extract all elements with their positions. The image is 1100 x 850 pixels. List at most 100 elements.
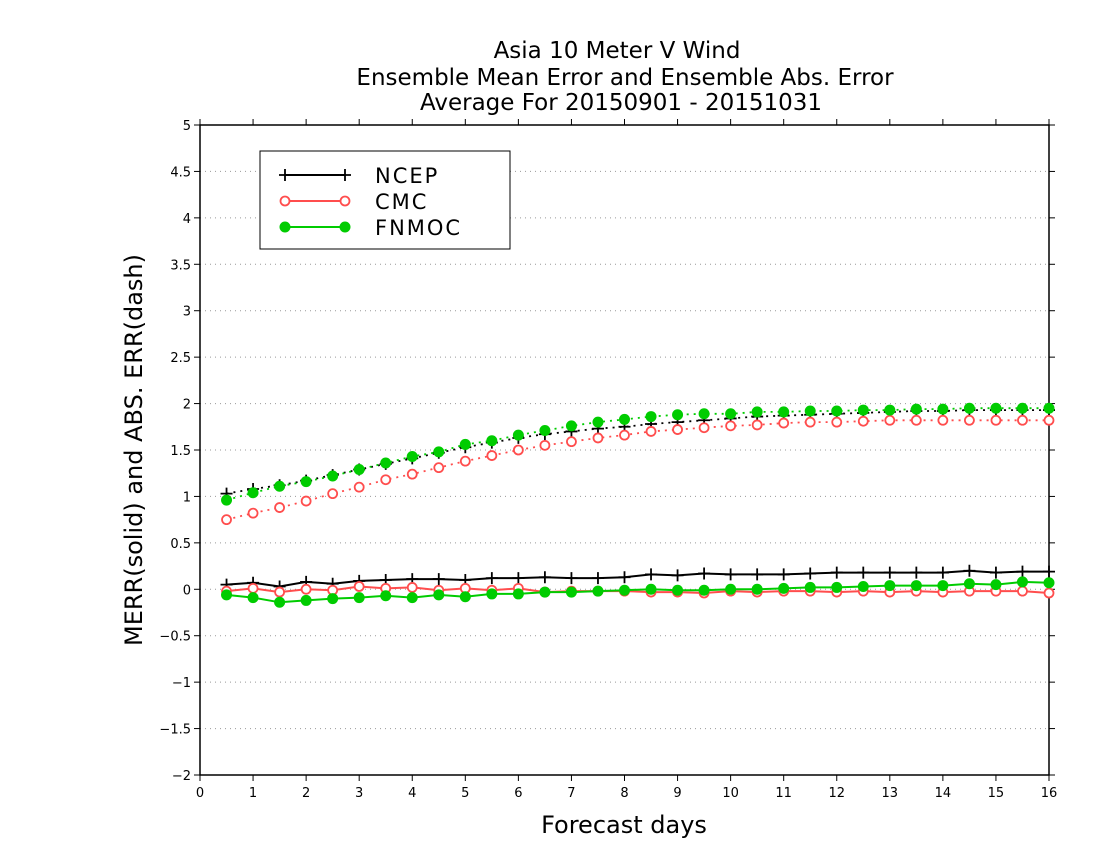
ncep-merr-point [432, 573, 445, 586]
x-tick-label: 6 [514, 786, 522, 801]
fnmoc-abs-err-point [327, 470, 339, 482]
y-tick-label: 3 [183, 305, 191, 320]
fnmoc-merr-point [725, 583, 737, 595]
cmc-abs-err-point [1043, 414, 1055, 426]
cmc-abs-err-point [645, 426, 657, 437]
cmc-abs-err-point [247, 507, 259, 519]
cmc-abs-err-point [964, 414, 975, 426]
cmc-abs-err-point [910, 414, 922, 426]
fnmoc-abs-err-point [910, 403, 922, 415]
legend-label-cmc: CMC [375, 190, 428, 214]
y-tick-label: 0 [183, 583, 191, 598]
fnmoc-merr-point [512, 588, 524, 600]
fnmoc-abs-err-point [698, 408, 710, 420]
ncep-merr-point [538, 571, 551, 584]
fnmoc-merr-point [459, 591, 471, 603]
x-tick-label: 12 [828, 786, 845, 801]
ncep-merr-point [485, 572, 498, 585]
fnmoc-merr-point [274, 596, 286, 608]
ncep-merr-point [1016, 565, 1029, 578]
y-tick-label: 0.5 [170, 537, 191, 552]
cmc-abs-err-point [221, 514, 232, 526]
ncep-merr-point [512, 572, 525, 585]
cmc-abs-err-point [751, 419, 763, 431]
fnmoc-merr-point [380, 590, 392, 602]
fnmoc-abs-err-point [539, 425, 551, 436]
fnmoc-abs-err-point [380, 457, 392, 469]
fnmoc-abs-err-point [884, 404, 896, 416]
fnmoc-abs-err-point [486, 435, 498, 447]
fnmoc-merr-point [592, 585, 604, 597]
series-cmc [221, 414, 1055, 599]
y-tick-label: 2.5 [170, 351, 191, 366]
series-layer [220, 402, 1055, 608]
fnmoc-merr-point [247, 592, 259, 604]
cmc-abs-err-point [725, 420, 737, 432]
fnmoc-abs-err-point [645, 411, 657, 423]
cmc-abs-err-point [566, 436, 577, 448]
fnmoc-merr-point [937, 580, 949, 592]
cmc-merr-point [406, 582, 418, 593]
series-fnmoc [221, 402, 1055, 608]
fnmoc-abs-err-point [857, 404, 869, 416]
fnmoc-abs-err-point [433, 446, 445, 458]
ncep-merr-point [777, 568, 790, 581]
fnmoc-merr-point [672, 584, 684, 596]
x-tick-label: 0 [196, 786, 204, 801]
fnmoc-abs-err-point [831, 405, 843, 417]
fnmoc-merr-point [857, 581, 869, 592]
fnmoc-abs-err-point [672, 409, 684, 421]
fnmoc-abs-err-point [1043, 402, 1055, 414]
ncep-merr-point [751, 568, 764, 581]
fnmoc-merr-point [831, 581, 843, 593]
fnmoc-merr-point [406, 592, 418, 604]
cmc-abs-err-point [884, 414, 896, 426]
fnmoc-merr-point [751, 583, 763, 595]
fnmoc-merr-point [778, 582, 790, 594]
fnmoc-merr-point [353, 592, 365, 604]
fnmoc-abs-err-point [937, 403, 949, 415]
legend-marker-cmc [279, 195, 291, 207]
fnmoc-merr-point [884, 580, 896, 592]
ncep-merr-point [857, 566, 870, 579]
fnmoc-merr-point [433, 589, 445, 601]
plot-frame [199, 124, 1050, 776]
ncep-merr-point [936, 566, 949, 579]
cmc-abs-err-line [226, 419, 1049, 521]
fnmoc-abs-err-point [247, 487, 259, 499]
cmc-abs-err-point [619, 429, 630, 441]
x-tick-label: 9 [673, 786, 681, 801]
fnmoc-merr-point [910, 580, 922, 592]
ncep-merr-point [963, 564, 976, 577]
x-tick-label: 7 [567, 786, 575, 801]
chart-title-line-3: Average For 20150901 - 20151031 [420, 90, 822, 116]
x-tick-label: 2 [302, 786, 310, 801]
fnmoc-abs-err-point [592, 416, 604, 428]
cmc-merr-point [1017, 585, 1028, 597]
fnmoc-merr-point [221, 589, 233, 601]
ncep-merr-point [724, 568, 737, 581]
cmc-merr-point [1043, 587, 1055, 599]
x-axis-ticks: 0 1 2 3 4 5 6 7 8 9 10 11 12 13 14 15 16 [196, 119, 1057, 801]
cmc-abs-err-point [857, 415, 869, 427]
ncep-merr-point [698, 567, 711, 580]
fnmoc-abs-err-point [963, 402, 975, 414]
legend-label-fnmoc: FNMOC [375, 216, 462, 240]
fnmoc-abs-err-point [990, 402, 1002, 414]
y-tick-label: −1 [172, 676, 191, 691]
cmc-abs-err-point [539, 439, 551, 451]
fnmoc-merr-point [1016, 576, 1028, 588]
x-tick-label: 13 [882, 786, 899, 801]
ncep-merr-point [910, 566, 923, 579]
y-tick-label: 2 [183, 398, 191, 413]
cmc-merr-point [300, 583, 312, 595]
legend-marker-fnmoc [339, 221, 351, 233]
fnmoc-merr-point [539, 586, 551, 598]
ncep-merr-point [804, 567, 817, 580]
fnmoc-abs-err-point [804, 405, 816, 417]
ncep-merr-point [989, 566, 1002, 579]
x-tick-label: 8 [620, 786, 628, 801]
cmc-abs-err-point [592, 432, 604, 444]
